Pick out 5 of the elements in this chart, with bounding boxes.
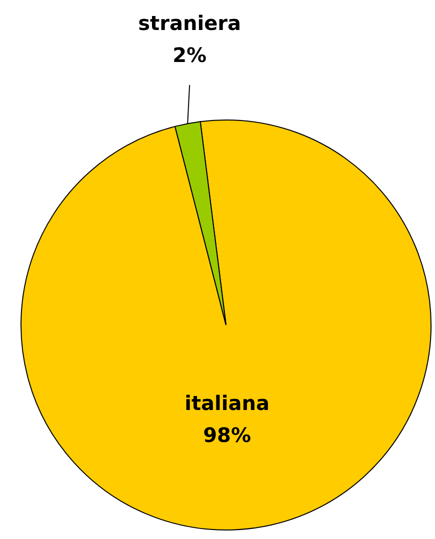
data-label: 2% [172,43,207,67]
data-label: 98% [203,423,251,447]
slice-label: italiana [184,391,270,415]
pie-slice [20,120,432,530]
slice-label: straniera [138,11,242,35]
